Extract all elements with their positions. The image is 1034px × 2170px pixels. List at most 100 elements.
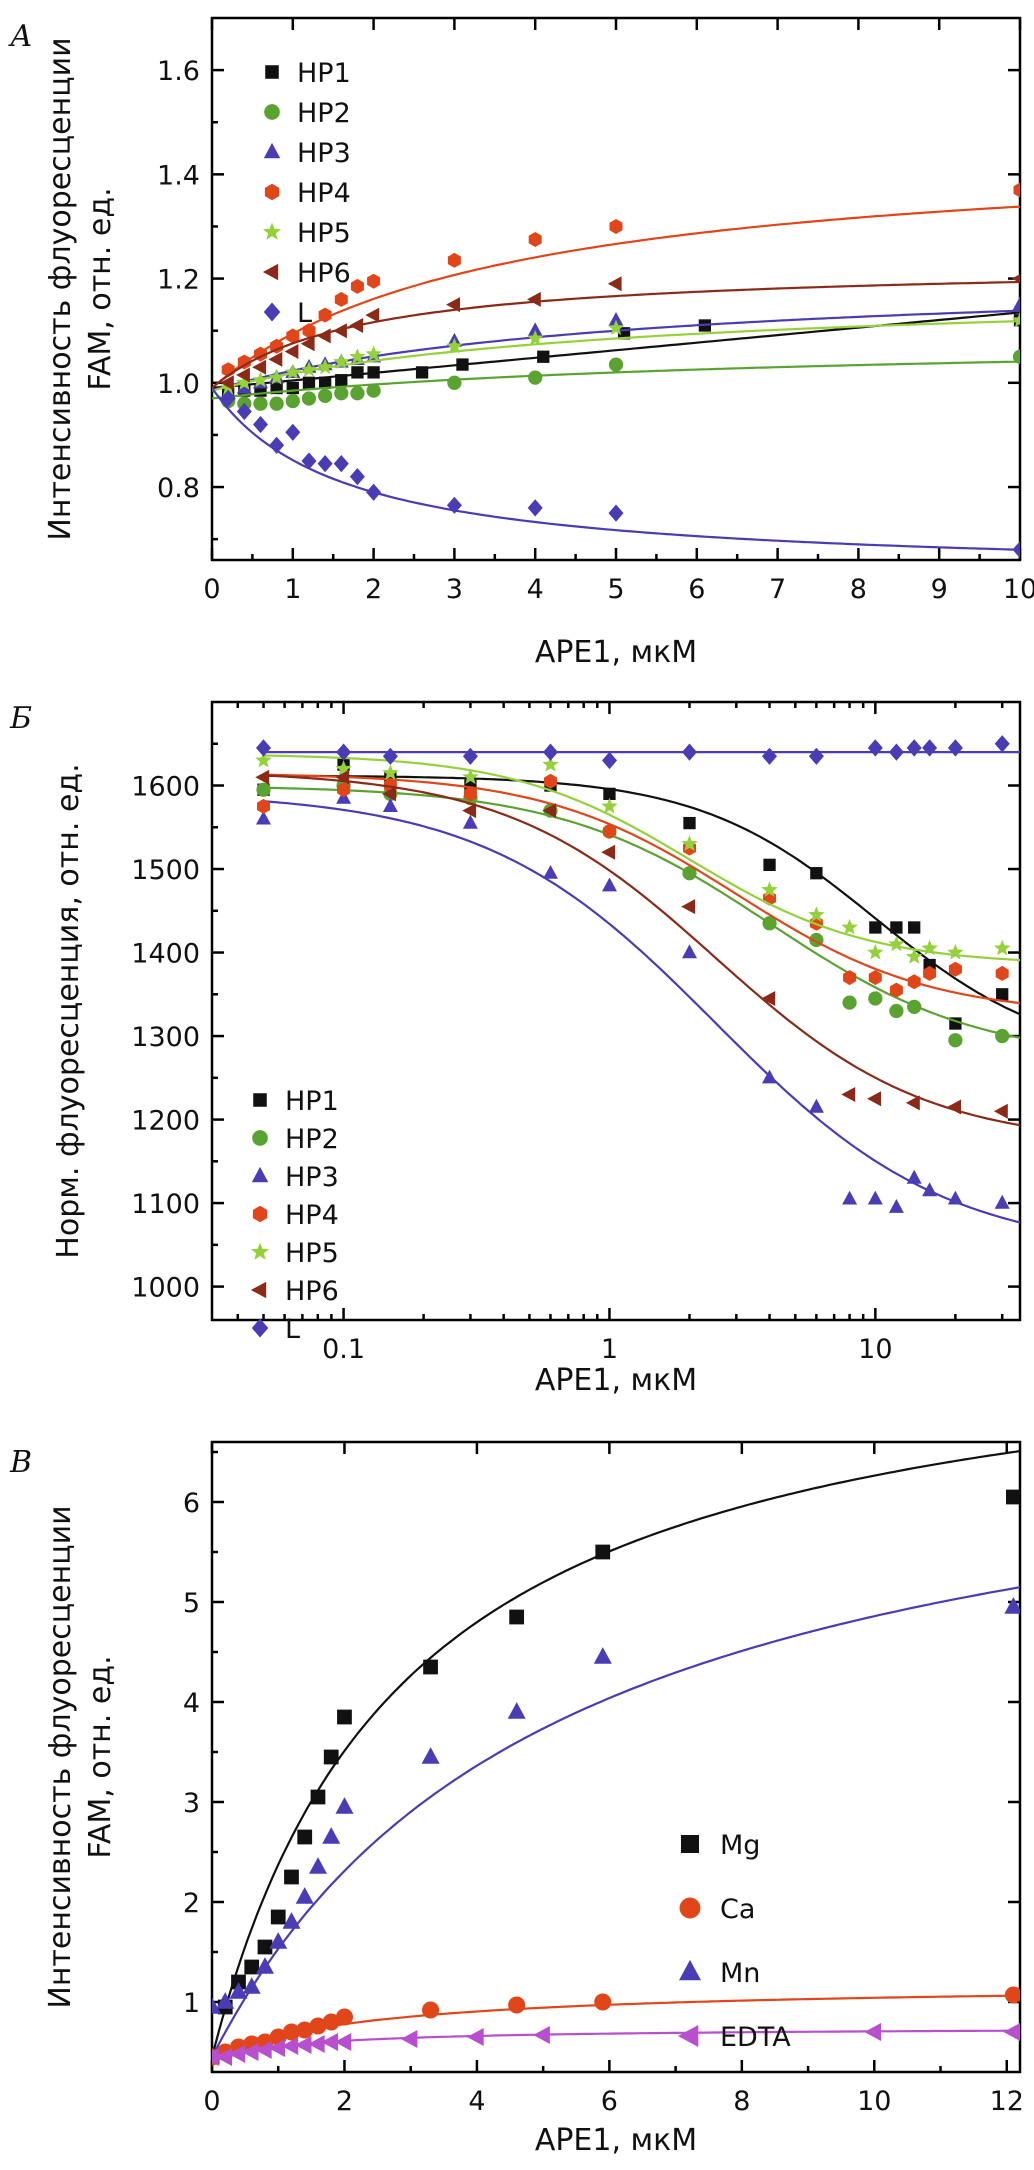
data-point — [995, 1028, 1010, 1044]
x-tick-label: 0 — [203, 574, 220, 605]
data-point — [236, 379, 252, 394]
x-tick-label: 10 — [857, 2086, 891, 2117]
legend-label: Mg — [720, 1830, 760, 1861]
legend-label: HP6 — [297, 258, 351, 289]
x-tick-label: 3 — [446, 574, 463, 605]
data-point — [302, 376, 316, 389]
data-point — [335, 769, 350, 785]
legend-entry: L — [263, 298, 312, 329]
x-axis-label: APE1, мкМ — [535, 2123, 697, 2158]
data-point — [297, 1829, 313, 1845]
data-point — [421, 1747, 440, 1764]
data-point — [337, 1709, 352, 1725]
legend-entry: HP5 — [263, 218, 351, 249]
data-point — [382, 747, 398, 765]
x-axis-label: APE1, мкМ — [535, 635, 697, 670]
data-point — [309, 1857, 327, 1874]
data-point — [301, 452, 317, 470]
fit-line — [212, 1449, 1020, 2058]
data-point — [244, 1959, 260, 1975]
data-point — [1003, 2023, 1020, 2041]
data-point — [527, 329, 544, 346]
legend-marker — [263, 142, 281, 159]
plot-area — [255, 735, 1020, 1224]
data-point — [316, 358, 334, 375]
legend-label: HP3 — [297, 138, 351, 169]
y-tick-label: 1.6 — [157, 56, 200, 87]
data-point — [335, 2008, 354, 2026]
data-point — [350, 278, 364, 294]
data-point — [335, 1797, 354, 1814]
data-point — [334, 386, 349, 401]
data-point — [252, 359, 267, 375]
data-point — [867, 943, 884, 960]
data-point — [333, 323, 347, 339]
y-tick-label: 1000 — [131, 1273, 200, 1304]
data-point — [236, 374, 253, 390]
legend-entry: HP3 — [263, 138, 351, 169]
data-point — [335, 760, 352, 776]
data-point — [365, 345, 382, 362]
y-axis-label: Интенсивность флуоресценции — [43, 1505, 78, 2008]
legend-label: HP1 — [297, 58, 351, 89]
data-point — [808, 747, 824, 765]
data-point — [602, 877, 617, 892]
data-point — [349, 348, 366, 364]
fit-line — [212, 1586, 1020, 2058]
series-HP6 — [212, 274, 1020, 391]
data-point — [282, 2023, 301, 2041]
fit-line — [263, 786, 1020, 1039]
data-point — [308, 2035, 325, 2053]
data-point — [762, 747, 777, 765]
x-tick-label: 7 — [769, 574, 786, 605]
y-tick-label: 1.0 — [157, 369, 200, 400]
x-tick-label: 2 — [365, 574, 382, 605]
data-point — [333, 455, 349, 473]
data-point — [334, 2033, 352, 2051]
data-point — [888, 1199, 904, 1213]
legend-entry: HP2 — [264, 98, 351, 129]
legend-marker — [251, 1166, 269, 1183]
data-point — [456, 358, 469, 371]
legend-entry: HP1 — [265, 58, 351, 89]
legend-label: EDTA — [720, 2022, 791, 2053]
y-tick-label: 1.4 — [157, 160, 200, 191]
y-tick-label: 2 — [183, 1888, 200, 1919]
legend-entry: HP2 — [252, 1124, 339, 1155]
x-tick-label: 0.1 — [322, 1334, 365, 1365]
data-point — [761, 991, 776, 1006]
data-point — [888, 743, 904, 761]
chart-panel-2: Б 0.1 1 10 1000 1100 1200 1300 1400 1500 1600 APE1,… — [9, 700, 1022, 1398]
data-point — [257, 1939, 273, 1955]
series-HP2 — [212, 349, 1020, 411]
legend-marker — [252, 1205, 268, 1223]
x-tick-label: 6 — [601, 2086, 618, 2117]
data-point — [544, 773, 557, 789]
data-point — [601, 797, 618, 814]
series-EDTA — [212, 2023, 1020, 2066]
legend-marker — [677, 2025, 699, 2047]
data-point — [336, 743, 352, 761]
data-point — [242, 1977, 261, 1994]
data-point — [447, 252, 461, 268]
data-point — [1011, 274, 1020, 284]
data-point — [594, 1993, 612, 2011]
data-point — [1012, 541, 1020, 559]
data-point — [462, 803, 477, 819]
data-point — [253, 415, 268, 434]
data-point — [270, 1909, 286, 1925]
data-point — [542, 803, 557, 819]
legend-marker — [679, 1897, 701, 1919]
data-point — [888, 935, 905, 952]
data-point — [301, 391, 317, 406]
data-point — [601, 844, 616, 860]
series-HP5 — [212, 311, 1020, 395]
legend-entry: HP4 — [252, 1200, 339, 1231]
legend-label: HP4 — [285, 1200, 339, 1231]
data-point — [382, 764, 399, 780]
x-tick-label: 1 — [601, 1334, 618, 1365]
chart-panel-1: А 0 1 2 3 4 5 6 7 8 9 10 0.8 1.0 1.2 1.4 1.6 APE1, мкМ Инт… — [8, 16, 1034, 670]
data-point — [527, 499, 543, 517]
data-point — [284, 344, 299, 359]
data-point — [906, 1169, 922, 1184]
